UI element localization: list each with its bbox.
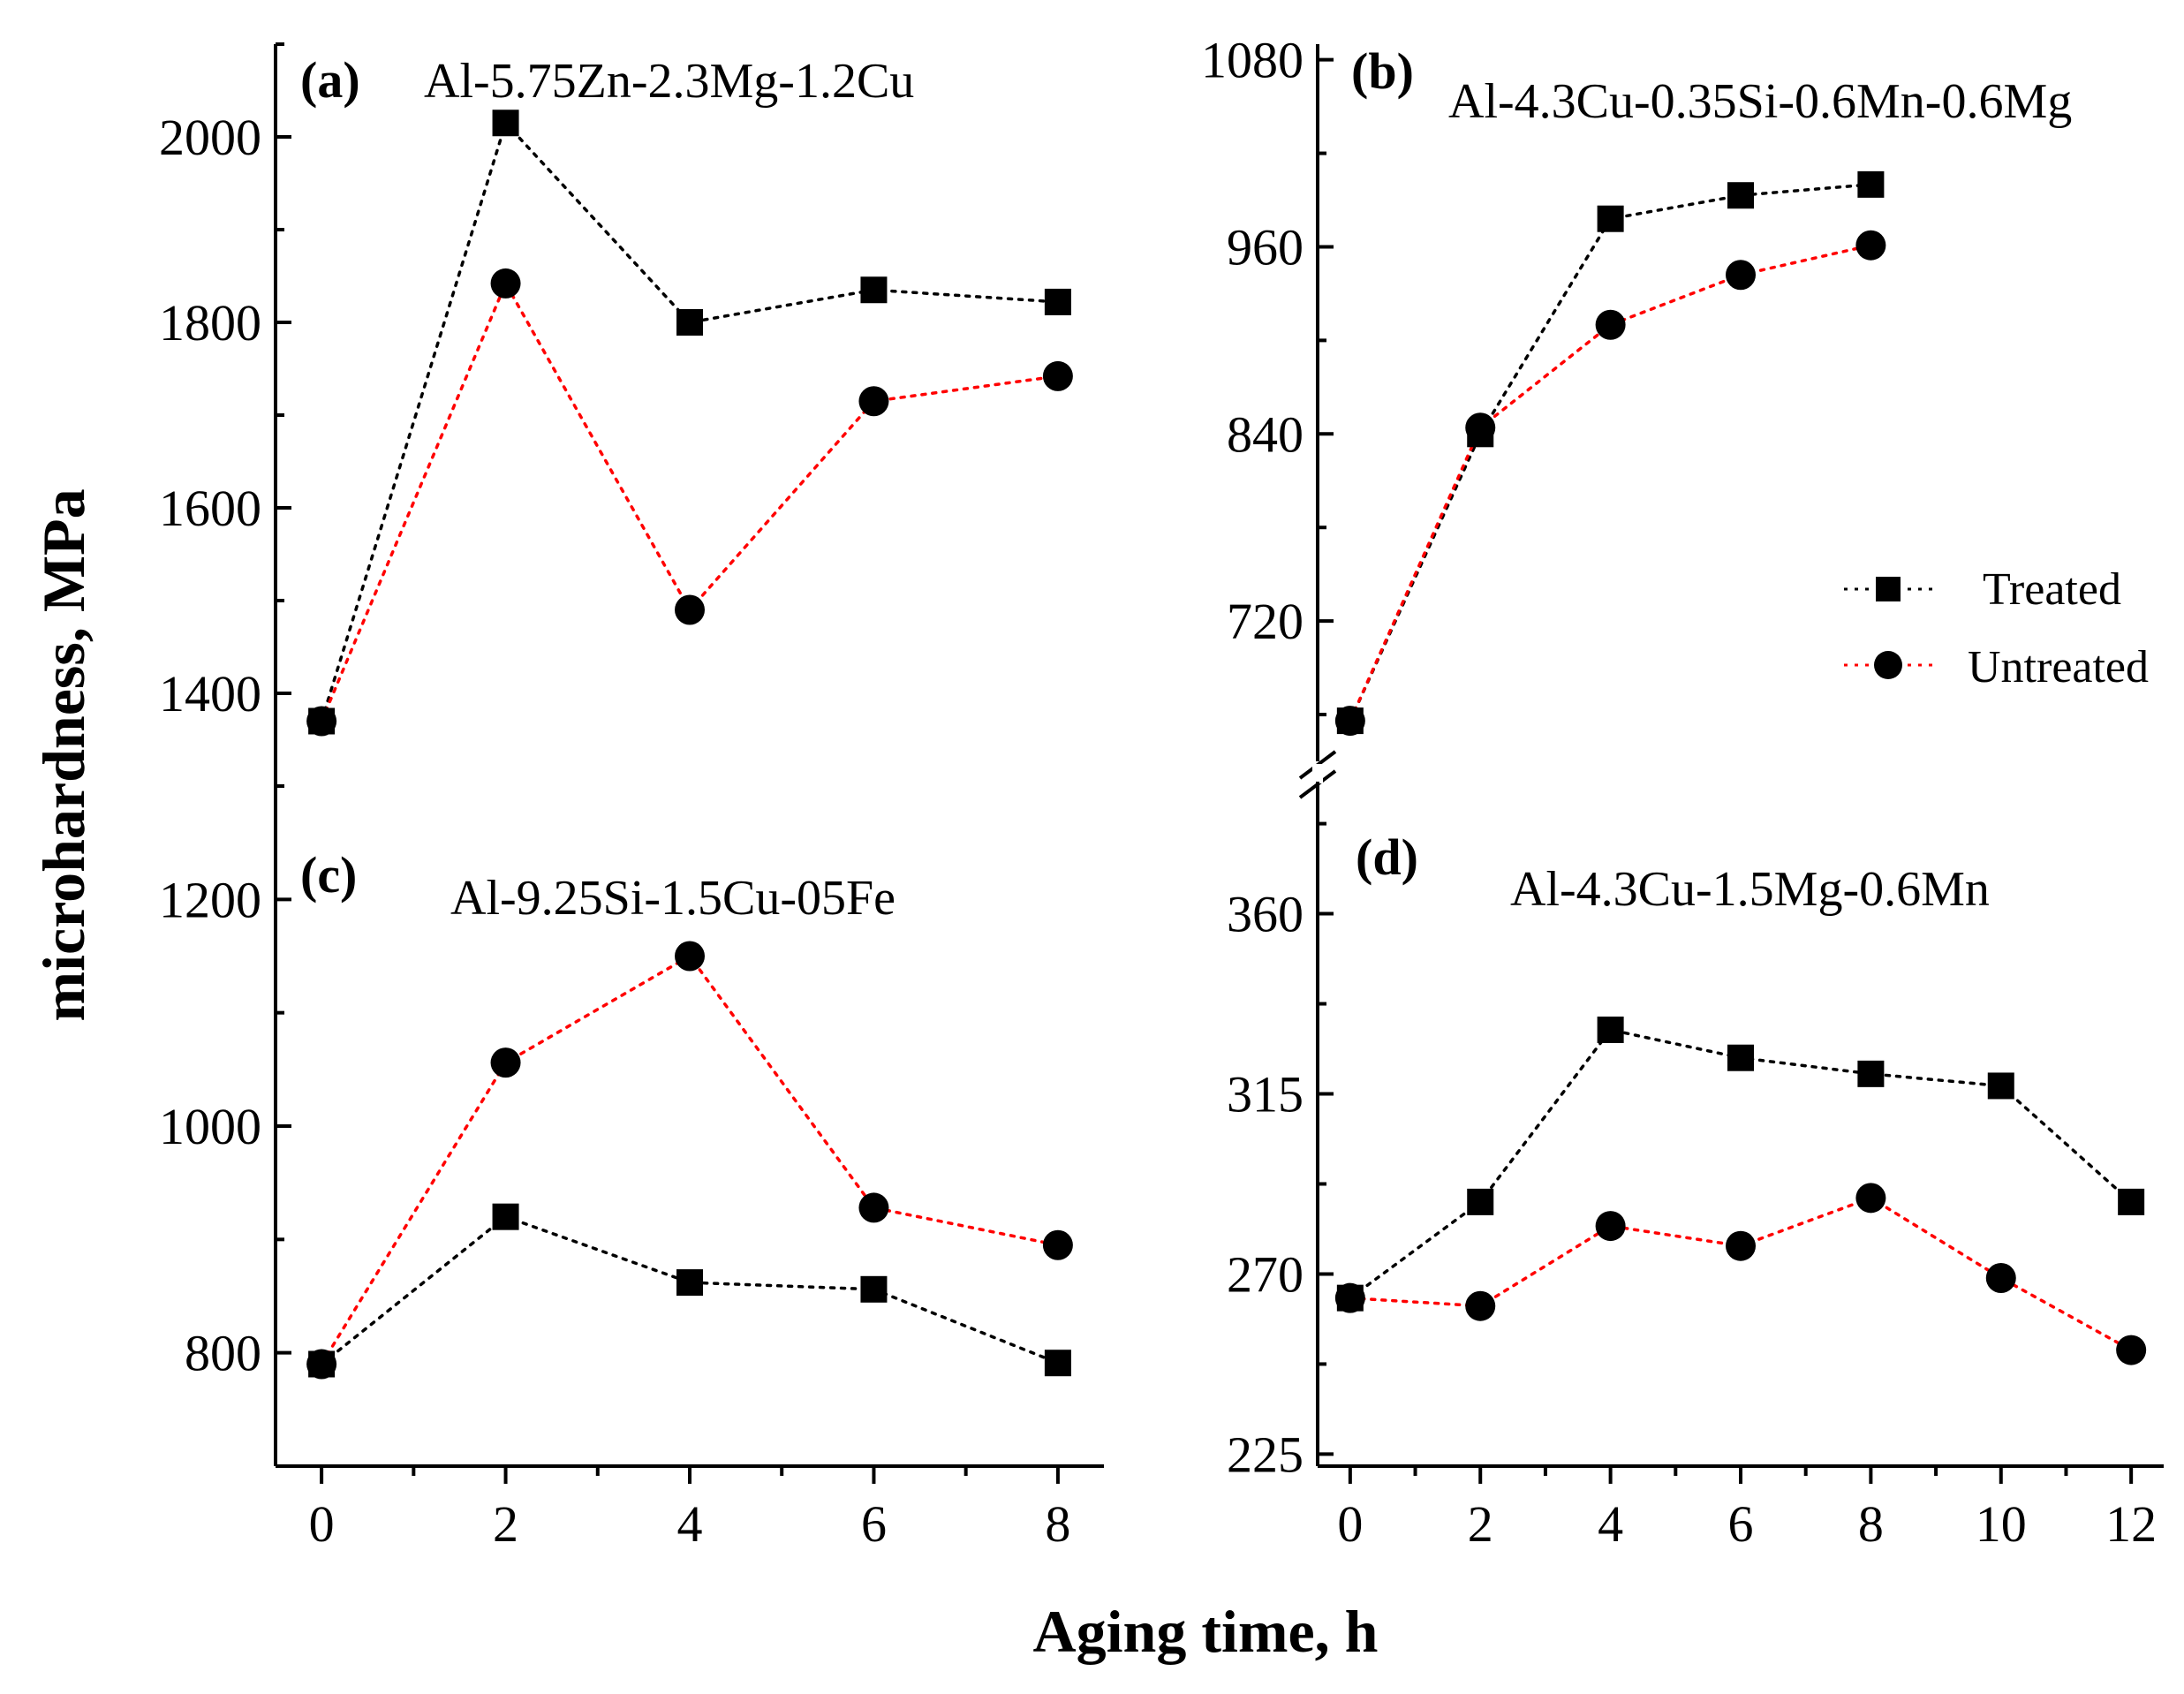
data-point-treated-d (1597, 1016, 1624, 1043)
x-tick-label-c: 2 (493, 1495, 518, 1553)
data-point-untreated-a (306, 706, 337, 737)
legend-label-treated: Treated (1983, 564, 2121, 615)
x-tick-label-d: 4 (1598, 1495, 1623, 1553)
y-tick-label-d: 270 (1227, 1245, 1304, 1303)
x-tick-label-c: 4 (677, 1495, 703, 1553)
data-point-treated-a (860, 276, 888, 304)
x-tick-label-c: 0 (309, 1495, 335, 1553)
data-point-untreated-d (1465, 1290, 1496, 1321)
series-line-untreated-a (320, 279, 1060, 723)
legend-marker-treated (1876, 577, 1901, 601)
x-tick-label-d: 12 (2105, 1495, 2157, 1553)
data-point-untreated-c (306, 1349, 337, 1380)
axes-layer (274, 42, 2164, 1484)
data-point-untreated-b (1726, 260, 1756, 291)
legend-marker-untreated (1874, 651, 1902, 679)
x-tick-label-d: 2 (1468, 1495, 1493, 1553)
panel-label-a: (a) (300, 51, 360, 109)
y-tick-label-b: 1080 (1201, 32, 1304, 89)
data-point-untreated-c (675, 941, 705, 972)
data-point-treated-c (860, 1275, 888, 1303)
data-point-untreated-b (1855, 230, 1886, 261)
data-point-untreated-c (858, 1192, 889, 1223)
axis-break-gap (1312, 764, 1323, 783)
data-point-treated-d (1857, 1060, 1885, 1087)
x-tick-label-d: 8 (1858, 1495, 1884, 1553)
lines-layer (320, 119, 2133, 1366)
data-point-treated-c (492, 1203, 519, 1230)
data-point-untreated-d (2116, 1335, 2147, 1365)
panel-label-d: (d) (1356, 828, 1418, 886)
panel-label-c: (c) (300, 846, 357, 904)
panel-label-b: (b) (1351, 42, 1414, 100)
y-tick-label-c: 1200 (159, 871, 261, 928)
x-tick-label-d: 0 (1337, 1495, 1363, 1553)
series-line-treated-b (1349, 183, 1873, 722)
x-tick-label-c: 6 (861, 1495, 887, 1553)
y-tick-label-c: 800 (185, 1325, 261, 1382)
data-point-untreated-d (1334, 1282, 1365, 1313)
data-point-treated-a (1044, 288, 1071, 315)
x-tick-label-d: 10 (1976, 1495, 2027, 1553)
data-point-treated-d (1467, 1188, 1494, 1215)
data-point-untreated-a (675, 594, 705, 625)
y-tick-label-b: 720 (1227, 593, 1304, 650)
legend: Treated Untreated (1844, 564, 2149, 692)
data-point-treated-c (1044, 1350, 1071, 1377)
y-tick-label-b: 840 (1227, 405, 1304, 463)
data-point-untreated-b (1334, 706, 1365, 737)
data-point-treated-c (676, 1269, 703, 1297)
y-tick-label-c: 1000 (159, 1098, 261, 1155)
data-point-untreated-b (1465, 412, 1496, 443)
panel-title-c: Al-9.25Si-1.5Cu-05Fe (450, 871, 896, 926)
y-tick-label-a: 1800 (159, 294, 261, 352)
text-layer: 1400 1600 1800 2000 (a) Al-5.75Zn-2.3Mg-1.2Cu… (159, 32, 2157, 1553)
x-axis-title: Aging time, h (1033, 1598, 1379, 1665)
data-point-untreated-c (1042, 1229, 1073, 1260)
series-line-treated-c (320, 1214, 1060, 1366)
panel-title-d: Al-4.3Cu-1.5Mg-0.6Mn (1510, 862, 1990, 917)
marks-layer (306, 110, 2147, 1380)
data-point-untreated-b (1595, 309, 1626, 340)
data-point-untreated-a (858, 386, 889, 417)
legend-label-untreated: Untreated (1968, 642, 2149, 692)
data-point-untreated-c (490, 1047, 521, 1078)
x-tick-label-c: 8 (1045, 1495, 1070, 1553)
y-tick-label-a: 1600 (159, 480, 261, 537)
y-tick-label-a: 1400 (159, 665, 261, 722)
y-tick-label-d: 360 (1227, 886, 1304, 943)
y-tick-label-b: 960 (1227, 218, 1304, 276)
data-point-treated-b (1857, 170, 1885, 198)
x-tick-label-d: 6 (1728, 1495, 1754, 1553)
y-tick-label-d: 315 (1227, 1066, 1304, 1123)
data-point-untreated-a (1042, 360, 1073, 391)
data-point-treated-b (1727, 182, 1754, 209)
data-point-treated-d (1727, 1044, 1754, 1071)
panel-title-b: Al-4.3Cu-0.35Si-0.6Mn-0.6Mg (1448, 74, 2072, 129)
data-point-treated-a (492, 110, 519, 137)
data-point-untreated-d (1855, 1183, 1886, 1214)
data-point-untreated-d (1985, 1262, 2016, 1293)
data-point-treated-d (2118, 1188, 2145, 1215)
series-line-untreated-c (320, 954, 1060, 1366)
data-point-treated-a (676, 309, 703, 336)
series-line-treated-a (320, 119, 1060, 723)
y-tick-label-d: 225 (1227, 1426, 1304, 1483)
data-point-untreated-a (490, 268, 521, 299)
data-point-untreated-d (1726, 1230, 1756, 1261)
y-tick-label-a: 2000 (159, 109, 261, 166)
data-point-treated-b (1597, 205, 1624, 232)
panel-title-a: Al-5.75Zn-2.3Mg-1.2Cu (424, 54, 914, 109)
data-point-treated-d (1987, 1072, 2014, 1100)
data-point-untreated-d (1595, 1211, 1626, 1242)
y-axis-title: microhardness, MPa (30, 488, 97, 1021)
